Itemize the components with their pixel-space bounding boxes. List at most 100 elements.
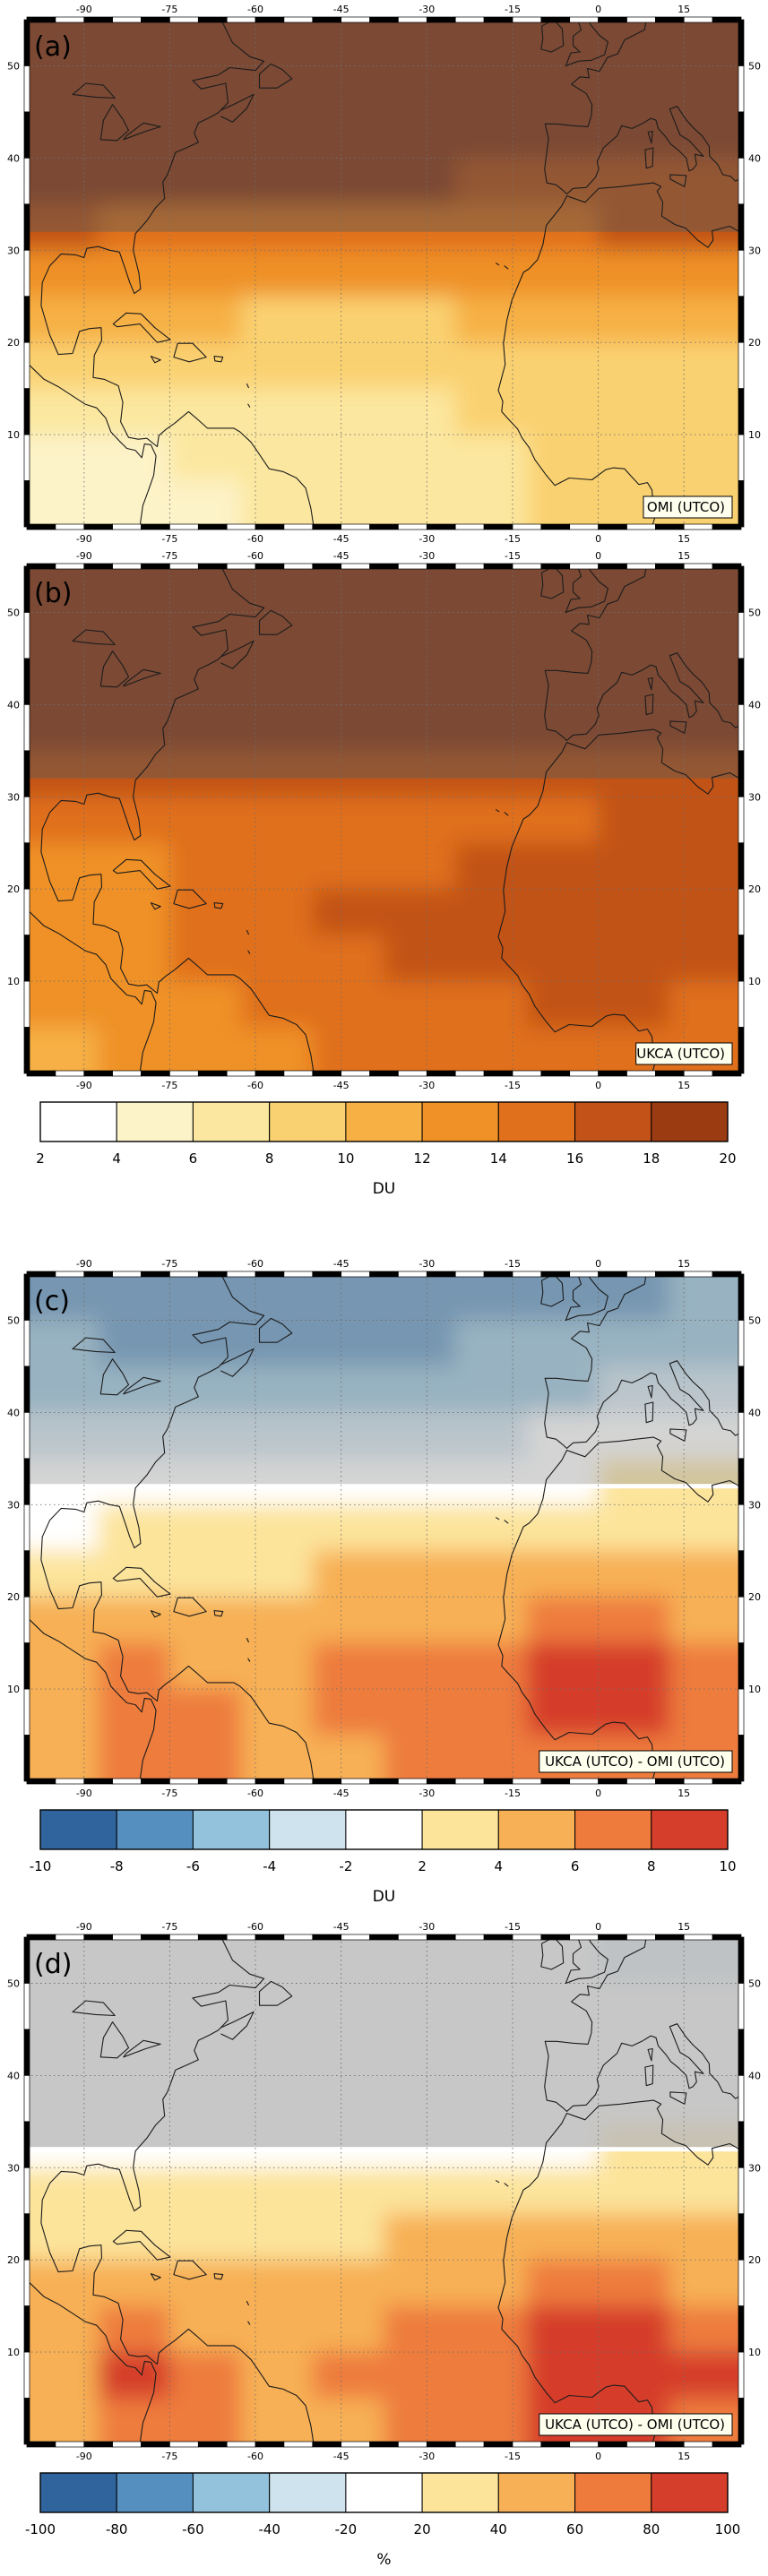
coastline-path <box>540 1274 565 1307</box>
lat-tick-label: 10 <box>748 976 761 987</box>
coastline-path <box>258 1317 293 1343</box>
lon-tick-label: -30 <box>419 550 435 562</box>
coastline-path <box>258 609 293 635</box>
lon-tick-label: -30 <box>419 1080 435 1091</box>
lon-tick-label: -60 <box>247 550 263 562</box>
lon-tick-label: -15 <box>505 1258 521 1270</box>
lon-tick-label: -30 <box>419 4 435 15</box>
lat-tick-label: 30 <box>748 2162 761 2174</box>
panel-c-map: -90 -90 -75 -75 -60 -60 -45 -45 -30 -30 -15 -15 0 0 15… <box>0 1254 768 1801</box>
lon-tick-label: 0 <box>595 2451 601 2462</box>
lon-tick-label: 15 <box>677 550 690 562</box>
coastline-path <box>504 265 509 270</box>
panel-letter: (d) <box>34 1949 72 1980</box>
lat-tick-label: 30 <box>7 2162 20 2174</box>
colorbar-segment <box>651 1809 729 1850</box>
panel-label-box <box>635 1042 733 1065</box>
coastline-path <box>213 356 224 363</box>
lat-tick-label: 50 <box>7 607 20 619</box>
spacer <box>0 1210 768 1254</box>
colorbar-tick-label: -4 <box>263 1858 276 1874</box>
panel-label-box <box>539 2413 733 2436</box>
colorbar-segment <box>421 1101 499 1142</box>
colorbar-segment <box>269 1809 347 1850</box>
colorbar-du-difference: -10 -8 -6 -4 -2 2 4 6 8 10 DU <box>0 1801 768 1917</box>
colorbar-segment <box>192 1101 271 1142</box>
lon-tick-label: -15 <box>505 2451 521 2462</box>
lat-tick-label: 40 <box>7 699 20 711</box>
coastline-path <box>220 93 255 123</box>
lon-tick-label: -90 <box>76 4 92 15</box>
mask-boundary-stripe <box>27 2147 741 2152</box>
coastline-path <box>27 2279 157 2444</box>
lon-tick-label: -30 <box>419 1921 435 1933</box>
coastline-path <box>99 104 130 142</box>
colorbar-tick-label: 16 <box>566 1150 583 1167</box>
colorbar-tick-label: 14 <box>490 1150 507 1167</box>
colorbar-tick-label: 6 <box>189 1150 198 1167</box>
colorbar-tick-label: 8 <box>647 1858 656 1874</box>
lon-tick-label: 15 <box>677 1921 690 1933</box>
lat-tick-label: 10 <box>7 1684 20 1695</box>
lat-tick-label: 50 <box>748 61 761 73</box>
coastlines <box>27 20 741 527</box>
coastline-path <box>495 809 500 813</box>
colorbar: -10 -8 -6 -4 -2 2 4 6 8 10 DU <box>30 1809 737 1906</box>
map-panel-b: -90 -90 -75 -75 -60 -60 -45 -45 -30 -30 -15 -15 0 0 15… <box>7 550 761 1091</box>
coastline-path <box>495 263 500 266</box>
coastline-path <box>123 1376 161 1395</box>
colorbar-tick-label: -2 <box>339 1858 352 1874</box>
lon-tick-label: -15 <box>505 1788 521 1799</box>
colorbar-tick-label: -60 <box>182 2521 204 2537</box>
coastline-path <box>504 2183 509 2187</box>
panel-label: UKCA (UTCO) - OMI (UTCO) <box>545 2417 725 2433</box>
panel-label: OMI (UTCO) <box>647 499 725 515</box>
colorbar-segment <box>497 1809 575 1850</box>
coastlines <box>27 1274 741 1781</box>
lat-tick-label: 30 <box>7 791 20 803</box>
coastline-path <box>246 1637 249 1643</box>
lat-tick-label: 40 <box>748 1407 761 1418</box>
coastline-path <box>504 812 509 816</box>
lat-tick-label: 50 <box>748 1315 761 1327</box>
colorbar-segment <box>574 1101 652 1142</box>
coastline-path <box>99 2021 130 2059</box>
coastline-path <box>123 668 161 687</box>
map-frame <box>23 1271 745 1785</box>
coastline-path <box>565 566 582 614</box>
coastline-path <box>220 1348 255 1377</box>
colorbar-segment <box>192 2472 271 2513</box>
coastline-path <box>40 20 315 527</box>
colorbar-segment <box>39 1809 117 1850</box>
lon-tick-label: -60 <box>247 1788 263 1799</box>
coastline-path <box>669 2091 687 2105</box>
lon-tick-label: -90 <box>76 1788 92 1799</box>
lon-tick-label: 0 <box>595 1788 601 1799</box>
coastline-path <box>644 147 654 169</box>
coastline-path <box>544 1937 647 2045</box>
panel-a-map: -90 -90 -75 -75 -60 -60 -45 -45 -30 -30 -15 -15 0 0 15… <box>0 0 768 547</box>
lon-tick-label: -60 <box>247 2451 263 2462</box>
lon-tick-label: -30 <box>419 2451 435 2462</box>
colorbar-segment <box>39 2472 117 2513</box>
lon-tick-label: -45 <box>333 4 349 15</box>
coastline-path <box>150 356 161 364</box>
lon-tick-label: 0 <box>595 1258 601 1270</box>
colorbar-tick-label: 10 <box>337 1150 354 1167</box>
coastline-path <box>647 676 653 691</box>
coastline-path <box>497 195 656 527</box>
colorbar-tick-label: 20 <box>414 2521 431 2537</box>
panel-letter: (b) <box>34 578 72 609</box>
lon-tick-label: -75 <box>161 533 177 545</box>
lat-tick-label: 30 <box>7 1499 20 1511</box>
coastline-path <box>565 2099 741 2166</box>
lat-tick-label: 10 <box>748 429 761 441</box>
lon-tick-label: -45 <box>333 533 349 545</box>
coastline-path <box>123 2039 161 2058</box>
coastline-path <box>247 2321 251 2325</box>
coastline-path <box>565 20 582 67</box>
coastline-path <box>40 1937 315 2444</box>
map-frame <box>23 563 745 1077</box>
coastline-path <box>27 909 157 1073</box>
colorbar-tick-label: -20 <box>335 2521 358 2537</box>
